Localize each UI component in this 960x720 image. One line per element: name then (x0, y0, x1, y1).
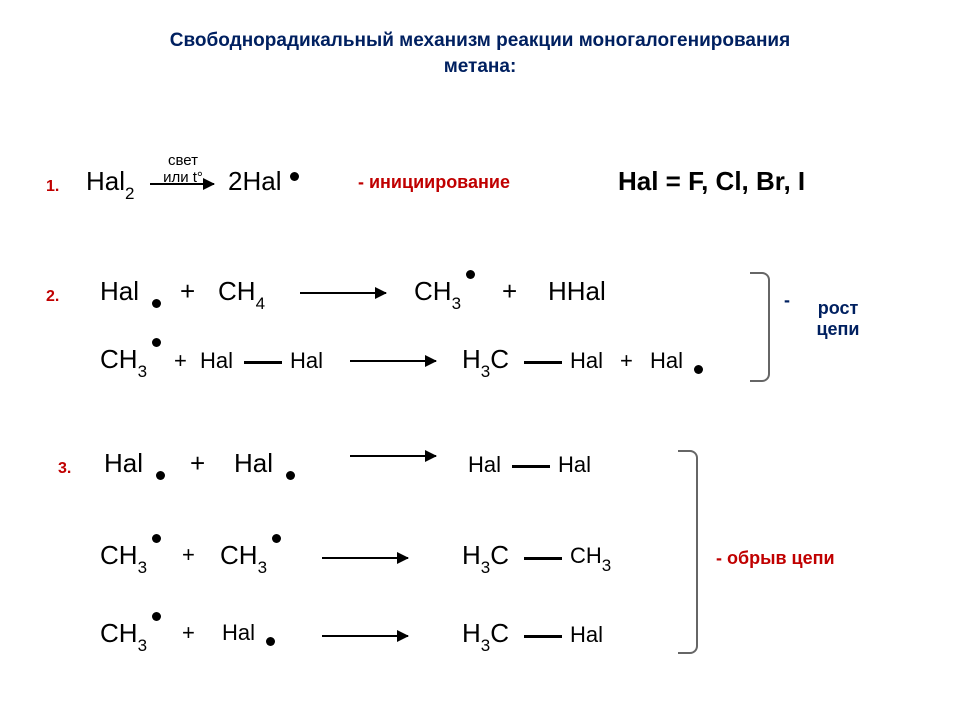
s2r2-hal2: Hal (290, 348, 323, 374)
s2r1-hhal: HHal (548, 276, 606, 307)
s3r1-bond (512, 465, 550, 468)
s3r1-hal1: Hal (104, 448, 143, 479)
s1-arrow (150, 183, 214, 185)
s2r2-hal1: Hal (200, 348, 233, 374)
title-line2: метана: (444, 56, 517, 77)
s3r3-plus: + (182, 620, 195, 646)
s3r3-hal: Hal (222, 620, 255, 646)
s2r1-arrow (300, 292, 386, 294)
s3r1-hal2: Hal (234, 448, 273, 479)
s2-bracket (750, 272, 770, 382)
s2r2-bond2 (524, 361, 562, 364)
s2r2-ch3: CH3 (100, 344, 147, 379)
s2r2-bond1 (244, 361, 282, 364)
s2r1-plus2: + (502, 276, 517, 307)
s2r1-rad2 (466, 270, 475, 279)
s1-rhs: 2Hal (228, 166, 281, 197)
s2r2-plus1: + (174, 348, 187, 374)
s2-label-minus: - (784, 290, 790, 311)
s2r2-hal3: Hal (570, 348, 603, 374)
s1-radical (290, 172, 299, 181)
s3r3-h3c: H3C (462, 618, 509, 653)
s3r3-rad1 (152, 612, 161, 621)
s2r2-rad2 (694, 365, 703, 374)
s3r3-arrow (322, 635, 408, 637)
title-line1: Свободнорадикальный механизм реакции мон… (170, 30, 790, 51)
s2r1-hal: Hal (100, 276, 139, 307)
s2-label: рост цепи (808, 298, 868, 340)
s2r2-plus2: + (620, 348, 633, 374)
s2r1-ch4: CH4 (218, 276, 265, 311)
s3r2-h3c: H3C (462, 540, 509, 575)
s3r3-bond (524, 635, 562, 638)
s3r2-bond (524, 557, 562, 560)
s3r1-arrow (350, 455, 436, 457)
s2r2-h3c: H3C (462, 344, 509, 379)
s3r3-rad2 (266, 637, 275, 646)
s3r3-hal2: Hal (570, 622, 603, 648)
s2r2-hal4: Hal (650, 348, 683, 374)
s3r2-plus: + (182, 542, 195, 568)
s1-hal-def: Hal = F, Cl, Br, I (618, 166, 805, 197)
s3r1-hal4: Hal (558, 452, 591, 478)
s3r2-ch3c: CH3 (570, 543, 611, 573)
s3-bracket (678, 450, 698, 654)
step-number-1: 1. (46, 178, 59, 196)
s3r1-rad1 (156, 471, 165, 480)
s3r2-rad2 (272, 534, 281, 543)
s2r1-plus1: + (180, 276, 195, 307)
s3-label: - обрыв цепи (716, 548, 835, 569)
s3r2-arrow (322, 557, 408, 559)
s3r2-ch3a: CH3 (100, 540, 147, 575)
s3r1-hal3: Hal (468, 452, 501, 478)
s1-label: - инициирование (358, 172, 510, 193)
s1-lhs: Hal2 (86, 166, 134, 201)
step-number-2: 2. (46, 288, 59, 306)
s3r2-rad1 (152, 534, 161, 543)
s2r2-rad1 (152, 338, 161, 347)
s3r1-plus: + (190, 448, 205, 479)
s2r2-arrow (350, 360, 436, 362)
page-title: Свободнорадикальный механизм реакции мон… (0, 28, 960, 79)
s3r1-rad2 (286, 471, 295, 480)
s2r1-rad1 (152, 299, 161, 308)
s3r3-ch3: CH3 (100, 618, 147, 653)
step-number-3: 3. (58, 460, 71, 478)
s3r2-ch3b: CH3 (220, 540, 267, 575)
s2r1-ch3: CH3 (414, 276, 461, 311)
